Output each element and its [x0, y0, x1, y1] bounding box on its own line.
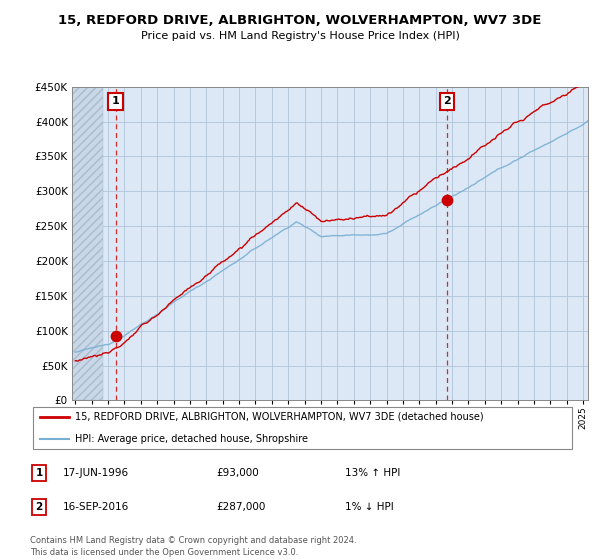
FancyBboxPatch shape [33, 407, 572, 449]
Text: 13% ↑ HPI: 13% ↑ HPI [345, 468, 400, 478]
Text: £287,000: £287,000 [216, 502, 265, 512]
Text: 1: 1 [112, 96, 119, 106]
Text: Contains HM Land Registry data © Crown copyright and database right 2024.
This d: Contains HM Land Registry data © Crown c… [30, 536, 356, 557]
Text: Price paid vs. HM Land Registry's House Price Index (HPI): Price paid vs. HM Land Registry's House … [140, 31, 460, 41]
Text: 1% ↓ HPI: 1% ↓ HPI [345, 502, 394, 512]
Text: 1: 1 [35, 468, 43, 478]
Text: 2: 2 [35, 502, 43, 512]
Text: 17-JUN-1996: 17-JUN-1996 [63, 468, 129, 478]
Text: £93,000: £93,000 [216, 468, 259, 478]
Text: 15, REDFORD DRIVE, ALBRIGHTON, WOLVERHAMPTON, WV7 3DE: 15, REDFORD DRIVE, ALBRIGHTON, WOLVERHAM… [58, 14, 542, 27]
Text: 2: 2 [443, 96, 451, 106]
Point [111, 331, 121, 340]
Text: 15, REDFORD DRIVE, ALBRIGHTON, WOLVERHAMPTON, WV7 3DE (detached house): 15, REDFORD DRIVE, ALBRIGHTON, WOLVERHAM… [75, 412, 484, 422]
Polygon shape [72, 87, 103, 400]
Text: 16-SEP-2016: 16-SEP-2016 [63, 502, 129, 512]
Point [442, 196, 452, 205]
Text: HPI: Average price, detached house, Shropshire: HPI: Average price, detached house, Shro… [75, 434, 308, 444]
